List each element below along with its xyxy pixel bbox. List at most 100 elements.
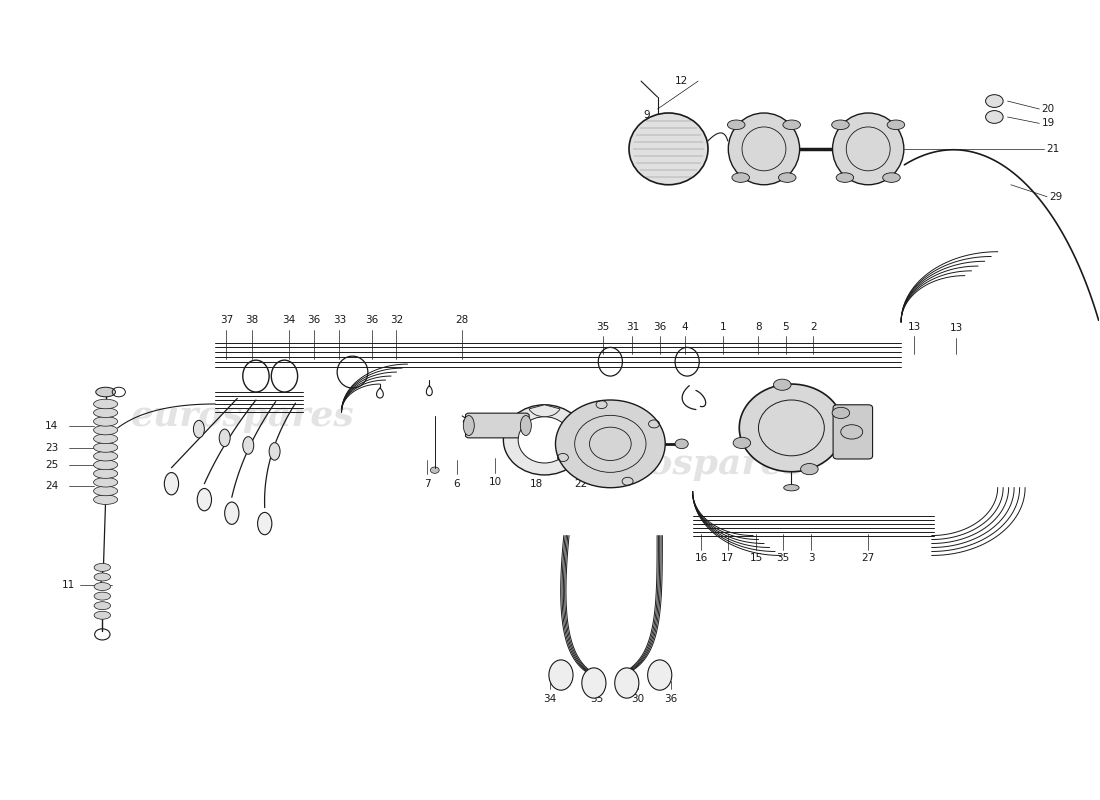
Text: 32: 32 (389, 315, 403, 326)
Text: 35: 35 (591, 694, 604, 704)
Ellipse shape (270, 442, 280, 460)
Ellipse shape (783, 485, 799, 491)
Circle shape (986, 94, 1003, 107)
Text: 24: 24 (45, 481, 58, 491)
Text: 6: 6 (453, 478, 460, 489)
Circle shape (986, 110, 1003, 123)
Ellipse shape (94, 399, 118, 409)
Text: 8: 8 (756, 322, 762, 332)
Ellipse shape (197, 489, 211, 511)
Text: 4: 4 (682, 322, 689, 332)
Ellipse shape (257, 513, 272, 534)
Ellipse shape (801, 463, 818, 474)
Ellipse shape (95, 611, 111, 619)
Ellipse shape (832, 407, 849, 418)
Ellipse shape (463, 415, 474, 435)
Ellipse shape (94, 434, 118, 443)
Ellipse shape (95, 573, 111, 581)
Ellipse shape (783, 120, 801, 130)
Text: eurospares: eurospares (131, 399, 354, 433)
Ellipse shape (888, 120, 904, 130)
Text: 37: 37 (220, 315, 233, 326)
Ellipse shape (95, 582, 111, 590)
Text: 16: 16 (695, 553, 708, 563)
Ellipse shape (96, 387, 115, 397)
Ellipse shape (832, 120, 849, 130)
Text: 14: 14 (45, 421, 58, 430)
Text: 2: 2 (810, 322, 816, 332)
FancyBboxPatch shape (465, 413, 529, 438)
Ellipse shape (194, 420, 205, 438)
Ellipse shape (94, 451, 118, 461)
Ellipse shape (727, 120, 745, 130)
Ellipse shape (739, 384, 844, 472)
Text: 15: 15 (750, 553, 763, 563)
Text: 3: 3 (807, 553, 814, 563)
Ellipse shape (773, 379, 791, 390)
Text: 1: 1 (720, 322, 727, 332)
Ellipse shape (94, 460, 118, 470)
Ellipse shape (463, 418, 483, 426)
Ellipse shape (518, 417, 571, 463)
Ellipse shape (520, 415, 531, 435)
Text: 26: 26 (609, 478, 623, 489)
Ellipse shape (549, 660, 573, 690)
Text: 23: 23 (45, 443, 58, 453)
Text: 35: 35 (776, 553, 789, 563)
Text: 30: 30 (631, 694, 645, 704)
Text: 18: 18 (530, 478, 543, 489)
Ellipse shape (95, 602, 111, 610)
Text: 27: 27 (861, 553, 875, 563)
Ellipse shape (94, 469, 118, 478)
Text: 13: 13 (908, 322, 921, 332)
Ellipse shape (94, 442, 118, 452)
Ellipse shape (733, 438, 750, 449)
Ellipse shape (94, 426, 118, 435)
Ellipse shape (648, 660, 672, 690)
Text: 5: 5 (782, 322, 789, 332)
Ellipse shape (164, 473, 178, 495)
Text: 29: 29 (1049, 192, 1063, 202)
Text: 36: 36 (653, 322, 667, 332)
Ellipse shape (219, 429, 230, 446)
Ellipse shape (556, 400, 666, 488)
Ellipse shape (582, 668, 606, 698)
Ellipse shape (94, 417, 118, 426)
Text: 12: 12 (675, 76, 689, 86)
Text: 34: 34 (283, 315, 296, 326)
Text: 19: 19 (1042, 118, 1055, 128)
Ellipse shape (629, 113, 708, 185)
Text: 9: 9 (644, 110, 650, 119)
Wedge shape (529, 405, 560, 417)
Ellipse shape (833, 113, 904, 185)
Text: 36: 36 (365, 315, 378, 326)
Ellipse shape (779, 173, 796, 182)
Ellipse shape (95, 592, 111, 600)
Text: 17: 17 (722, 553, 735, 563)
Ellipse shape (732, 173, 749, 182)
Ellipse shape (94, 495, 118, 505)
Ellipse shape (504, 405, 585, 475)
Text: 25: 25 (45, 460, 58, 470)
Text: 34: 34 (543, 694, 557, 704)
Text: 33: 33 (332, 315, 346, 326)
Ellipse shape (882, 173, 900, 182)
Text: 31: 31 (626, 322, 639, 332)
Text: 28: 28 (455, 315, 469, 326)
Circle shape (675, 439, 689, 449)
Text: 21: 21 (1046, 144, 1059, 154)
Ellipse shape (94, 478, 118, 487)
Text: 36: 36 (664, 694, 678, 704)
FancyBboxPatch shape (833, 405, 872, 459)
Text: 11: 11 (62, 580, 75, 590)
Text: 36: 36 (308, 315, 321, 326)
Text: 13: 13 (949, 323, 962, 334)
Ellipse shape (840, 425, 862, 439)
Text: 20: 20 (1042, 104, 1055, 114)
Ellipse shape (95, 563, 111, 571)
Text: 35: 35 (596, 322, 609, 332)
Ellipse shape (728, 113, 800, 185)
Ellipse shape (94, 486, 118, 496)
Text: 22: 22 (574, 478, 587, 489)
Ellipse shape (94, 408, 118, 418)
